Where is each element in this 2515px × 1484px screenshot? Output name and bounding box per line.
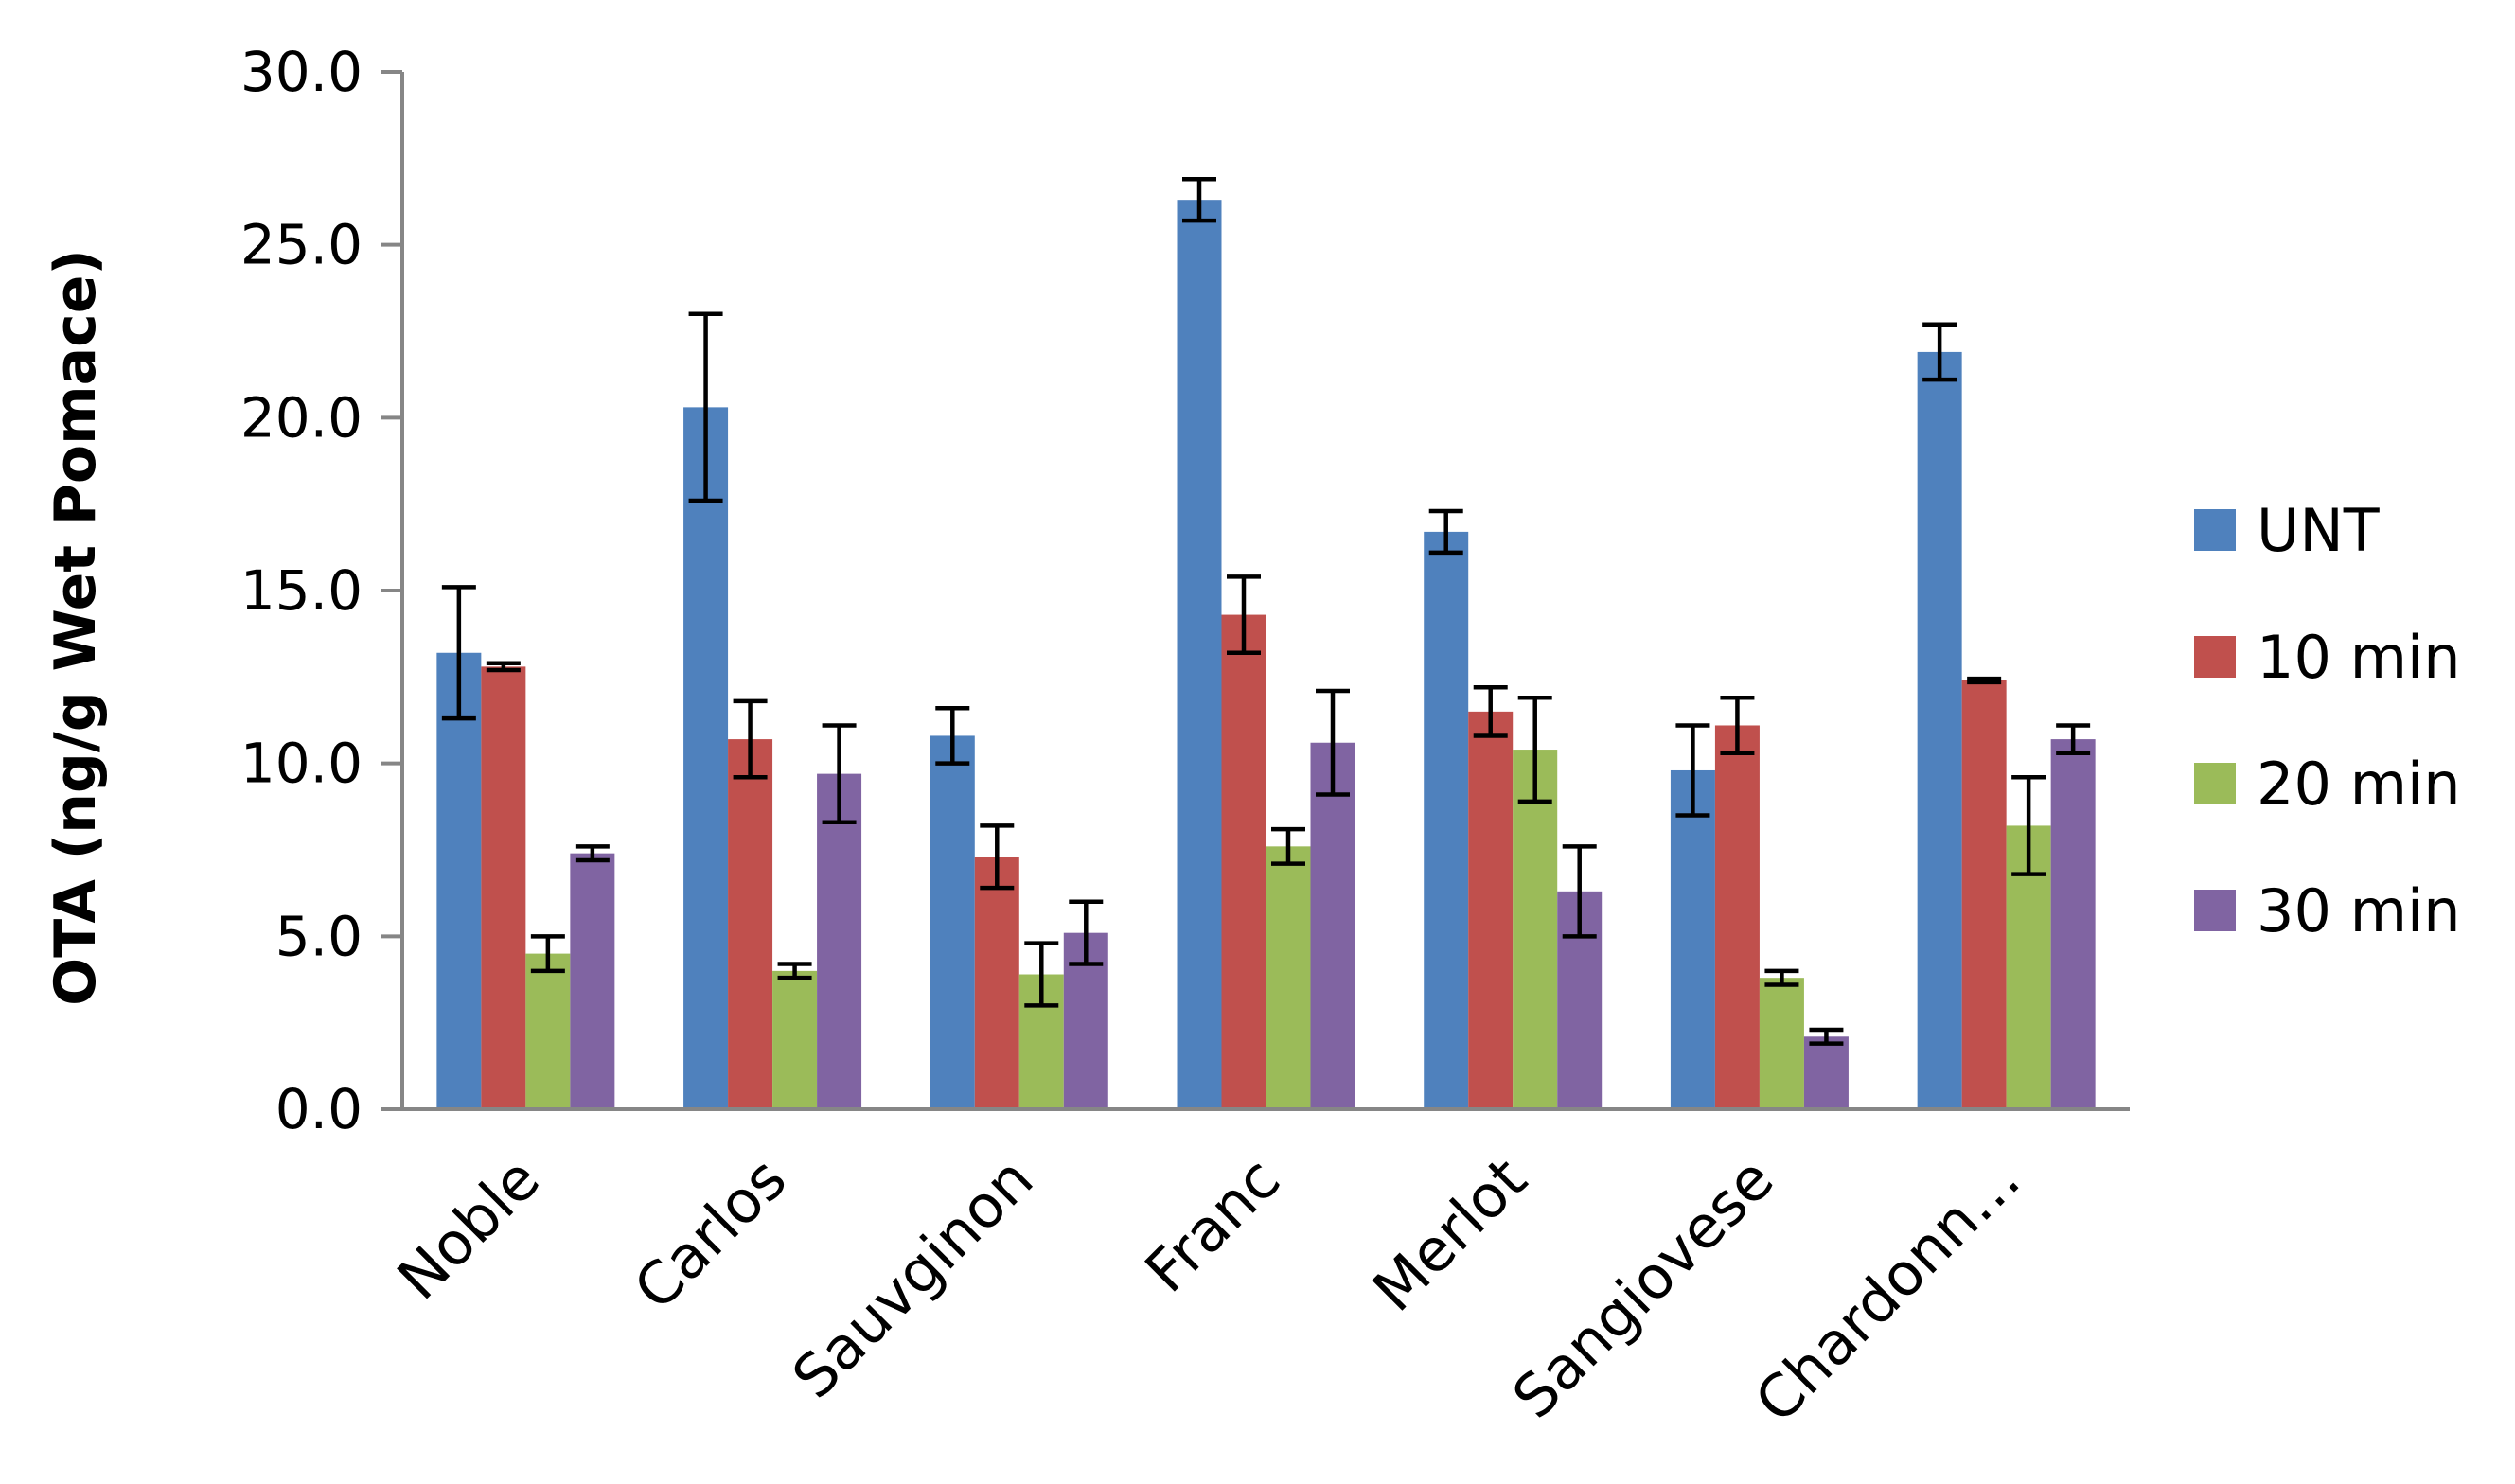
bar-10-min-noble [481,666,526,1109]
bar-10-min-merlot [1468,711,1514,1109]
legend-swatch [2194,890,2236,931]
bar-unt-noble [436,652,482,1109]
error-bar [733,698,768,780]
legend-label: 20 min [2257,750,2461,819]
legend-swatch [2194,763,2236,804]
bar-unt-franc [1177,200,1222,1109]
error-bar [1675,723,1710,818]
error-bar [1316,688,1350,797]
y-tick-label: 10.0 [240,732,363,796]
error-bar [1271,826,1305,866]
x-tick-label: Franc [1132,1144,1293,1305]
bar-10-min-sauvginon [974,857,1019,1109]
bar-10-min-franc [1221,614,1266,1109]
legend-swatch [2194,509,2236,551]
legend-item: 20 min [2194,750,2461,819]
error-bar [1922,322,1957,382]
error-bar [1967,676,2002,685]
legend-item: 10 min [2194,623,2461,692]
error-bar [486,661,521,673]
bars [436,200,2096,1110]
y-axis: 0.0 5.0 10.0 15.0 20.0 25.0 30.0 [240,40,404,1141]
x-tick-label: Merlot [1359,1144,1540,1325]
error-bar [575,844,610,863]
error-bar [980,823,1015,891]
error-bar [822,723,857,825]
bar-10-min-carlos [728,739,773,1109]
legend-label: 30 min [2257,876,2461,945]
y-tick-label: 25.0 [240,213,363,277]
legend-label: UNT [2257,496,2381,565]
x-tick-label: Sauvginon [779,1144,1046,1411]
bar-unt-merlot [1424,531,1469,1109]
x-tick-label: Chardonn… [1742,1144,2033,1436]
error-bar [1562,844,1597,939]
legend-swatch [2194,636,2236,678]
legend-item: 30 min [2194,876,2461,945]
error-bar [1517,696,1552,804]
y-tick-label: 15.0 [240,558,363,623]
error-bar [1473,685,1508,738]
error-bar [1428,508,1463,556]
bar-unt-carlos [683,407,729,1110]
legend: UNT 10 min 20 min 30 min [2194,496,2461,945]
error-bar [935,705,970,766]
error-bar [777,962,812,980]
error-bar [1227,574,1261,656]
bar-30-min-noble [570,853,615,1109]
error-bar [1069,899,1104,966]
legend-item: UNT [2194,496,2381,565]
error-bar [1720,696,1755,755]
error-bar [441,585,476,721]
y-tick-label: 0.0 [275,1077,363,1141]
bar-30-min-carlos [817,773,862,1109]
bar-unt-chardonn [1917,351,1962,1109]
legend-label: 10 min [2257,623,2461,692]
bar-30-min-sangiovese [1803,1036,1849,1109]
y-tick-label: 20.0 [240,385,363,450]
error-bar [2011,775,2046,876]
bar-30-min-franc [1310,742,1355,1109]
error-bar [1024,941,1059,1008]
y-tick-label: 30.0 [240,40,363,104]
error-bar [530,934,565,974]
bar-unt-sauvginon [930,735,975,1109]
bar-10-min-chardonn [1961,680,2007,1109]
bar-20-min-sangiovese [1759,978,1804,1109]
bar-20-min-franc [1266,846,1311,1109]
bar-unt-sangiovese [1670,769,1715,1109]
bar-20-min-merlot [1513,750,1558,1109]
error-bar [688,311,723,504]
error-bar [1182,177,1216,223]
bar-20-min-carlos [772,970,818,1109]
bar-30-min-chardonn [2050,739,2096,1109]
bar-20-min-noble [525,953,571,1109]
error-bar [1809,1027,1844,1046]
x-tick-label: Carlos [621,1144,800,1323]
y-tick-label: 5.0 [275,904,363,968]
error-bar [1764,968,1799,987]
y-axis-title: OTA (ng/g Wet Pomace) [43,249,109,1006]
bar-10-min-sangiovese [1714,725,1760,1109]
x-tick-label: Noble [384,1144,553,1313]
error-bar [2056,723,2091,755]
error-bars [441,177,2091,1046]
